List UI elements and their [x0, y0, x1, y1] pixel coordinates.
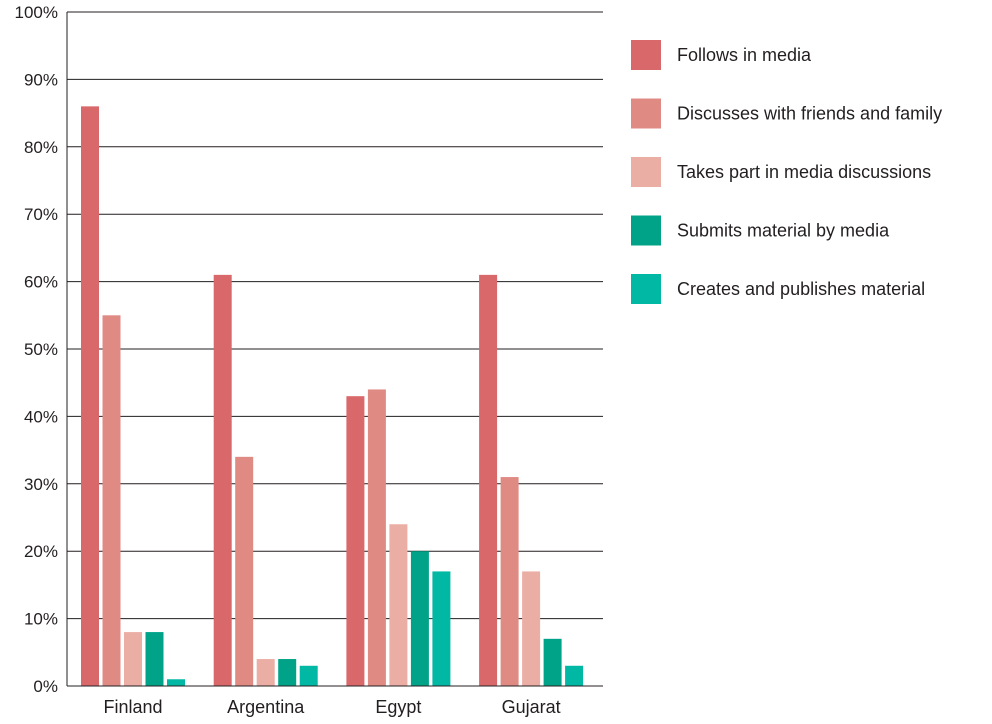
bar [565, 665, 584, 686]
bars [81, 106, 584, 687]
bar [346, 396, 365, 686]
y-axis-labels: 0% 10% 20% 30% 40% 50% 60% 70% 80% 90% 100% [15, 3, 58, 696]
y-tick-label: 60% [24, 273, 58, 292]
y-tick-label: 20% [24, 542, 58, 561]
bar [522, 571, 541, 686]
y-tick-label: 50% [24, 340, 58, 359]
bar [102, 315, 121, 686]
legend-label: Discusses with friends and family [677, 104, 942, 124]
x-tick-label: Argentina [227, 697, 305, 717]
x-tick-label: Egypt [375, 697, 421, 717]
y-tick-label: 40% [24, 407, 58, 426]
gridlines [67, 11, 603, 620]
bar [299, 665, 318, 686]
y-tick-label: 30% [24, 475, 58, 494]
legend-swatch [631, 98, 661, 129]
bar [389, 524, 408, 686]
bar [367, 389, 386, 686]
legend-label: Submits material by media [677, 221, 890, 241]
legend-swatch [631, 40, 661, 70]
bar [145, 632, 164, 686]
bar [410, 551, 429, 686]
legend-label: Takes part in media discussions [677, 162, 931, 182]
legend: Follows in media Discusses with friends a… [631, 40, 942, 304]
axes [66, 12, 603, 687]
legend-label: Creates and publishes material [677, 279, 925, 299]
legend-label: Follows in media [677, 45, 812, 65]
y-tick-label: 10% [24, 610, 58, 629]
bar [479, 274, 498, 686]
bar [81, 106, 99, 687]
bar [235, 456, 254, 686]
bar [167, 679, 185, 686]
bar [124, 632, 142, 686]
bar [543, 638, 562, 686]
bar [213, 274, 232, 686]
y-tick-label: 90% [24, 70, 58, 89]
legend-swatch [631, 215, 661, 246]
legend-swatch [631, 157, 661, 187]
x-tick-label: Gujarat [502, 697, 561, 717]
x-tick-label: Finland [103, 697, 162, 717]
legend-swatch [631, 274, 661, 304]
y-tick-label: 80% [24, 138, 58, 157]
x-axis-labels: Finland Argentina Egypt Gujarat [103, 697, 560, 717]
y-tick-label: 70% [24, 205, 58, 224]
y-tick-label: 100% [15, 3, 58, 22]
bar [278, 659, 297, 686]
bar [500, 477, 519, 686]
y-tick-label: 0% [33, 677, 58, 696]
bar [432, 571, 451, 686]
bar [256, 659, 275, 686]
